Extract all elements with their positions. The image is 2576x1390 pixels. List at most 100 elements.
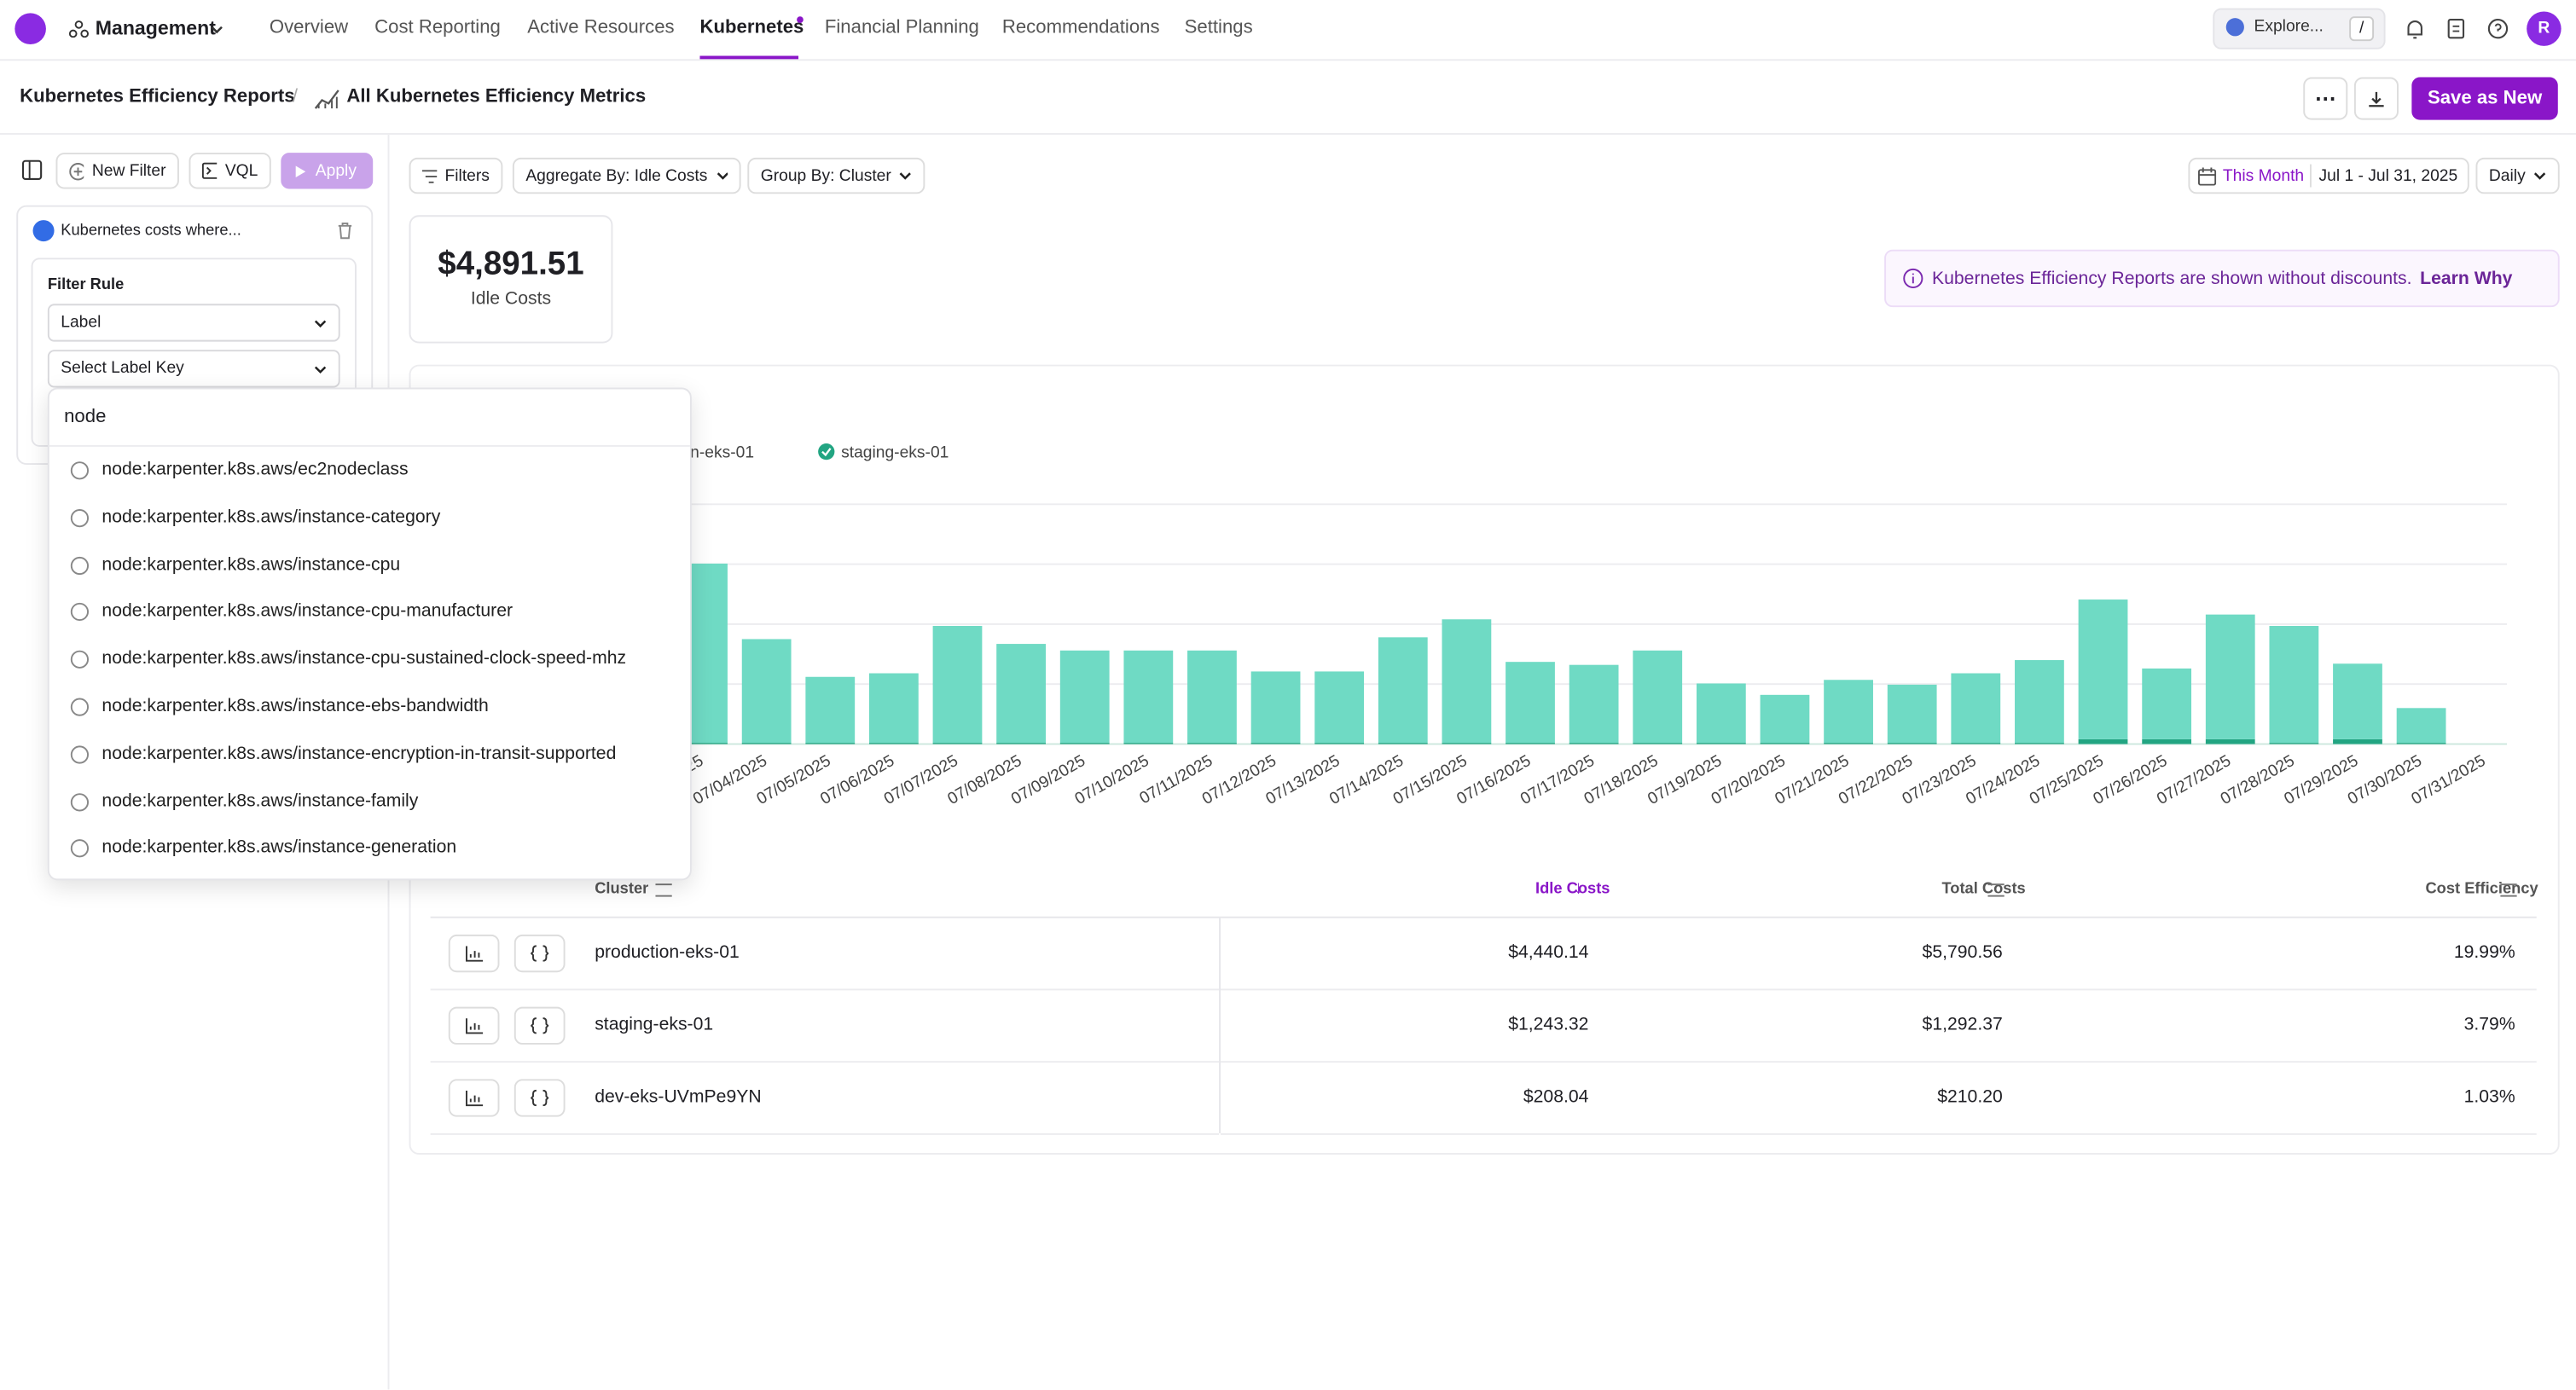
notice-text: Kubernetes Efficiency Reports are shown … <box>1931 268 2412 289</box>
option[interactable]: node:karpenter.k8s.aws/instance-cpu-manu… <box>102 601 513 622</box>
delete-icon[interactable] <box>337 222 353 240</box>
option-radio[interactable] <box>70 839 90 859</box>
column-divider <box>1219 918 1221 1133</box>
nav-tab[interactable]: Kubernetes <box>699 18 804 38</box>
granularity-select[interactable]: Daily <box>2475 157 2560 194</box>
bar <box>1951 673 2001 744</box>
bar <box>1760 743 1810 744</box>
bar <box>1696 743 1746 744</box>
bar <box>678 743 728 744</box>
bar <box>1887 684 1937 744</box>
nav-tab[interactable]: Active Resources <box>527 18 675 38</box>
json-button[interactable] <box>513 1079 566 1117</box>
nav-tab[interactable]: Financial Planning <box>824 18 979 38</box>
label-key-select[interactable]: Select Label Key <box>47 350 340 388</box>
bar <box>868 673 919 744</box>
json-button[interactable] <box>513 1006 566 1045</box>
bar <box>1059 743 1110 744</box>
date-range[interactable]: This Month Jul 1 - Jul 31, 2025 <box>2188 157 2469 194</box>
bar <box>1187 743 1237 744</box>
bar <box>741 639 792 744</box>
option[interactable]: node:karpenter.k8s.aws/instance-encrypti… <box>102 744 617 764</box>
bar <box>1569 664 1619 744</box>
docs-icon[interactable] <box>2446 18 2466 39</box>
active-tab-underline <box>699 55 799 60</box>
kubernetes-icon <box>32 220 55 242</box>
help-icon[interactable] <box>2487 18 2509 39</box>
option[interactable]: node:karpenter.k8s.aws/instance-category <box>102 507 441 527</box>
bar <box>805 676 856 744</box>
column-header[interactable]: Idle Costs <box>1535 880 1610 899</box>
option[interactable]: node:karpenter.k8s.aws/instance-cpu-sust… <box>102 649 627 669</box>
value: Label <box>61 313 102 333</box>
sort-arrow: ↓ <box>1574 878 1583 899</box>
option[interactable]: node:karpenter.k8s.aws/instance-generati… <box>102 838 457 859</box>
row-divider <box>1221 1132 2537 1135</box>
nav-tab[interactable]: Settings <box>1184 18 1253 38</box>
kpi-label: Idle Costs <box>470 288 552 310</box>
breadcrumb[interactable]: Kubernetes Efficiency Reports <box>20 87 295 107</box>
column-header[interactable]: Total Costs <box>1941 880 2026 899</box>
label: New Filter <box>91 161 166 180</box>
cell: $4,440.14 <box>1508 942 1589 963</box>
bar <box>2396 708 2446 744</box>
option[interactable]: node:karpenter.k8s.aws/instance-family <box>102 791 419 811</box>
nav-tab[interactable]: Cost Reporting <box>374 18 501 38</box>
bar <box>932 743 983 744</box>
chart-button[interactable] <box>448 1006 500 1045</box>
panel-toggle[interactable] <box>21 159 43 181</box>
option-radio[interactable] <box>70 792 90 811</box>
apply-button[interactable]: Apply <box>281 153 374 189</box>
row-divider <box>430 1061 1220 1063</box>
option[interactable]: node:karpenter.k8s.aws/instance-ebs-band… <box>102 696 489 716</box>
row-divider <box>430 988 1220 991</box>
option[interactable]: node:karpenter.k8s.aws/instance-cpu <box>102 554 401 575</box>
bar <box>2078 738 2128 744</box>
option-radio[interactable] <box>70 603 90 622</box>
bar <box>1378 743 1428 744</box>
rule-type-select[interactable]: Label <box>47 304 340 342</box>
legend-check-mark <box>821 448 832 457</box>
filters-button[interactable]: Filters <box>409 157 503 194</box>
option-radio[interactable] <box>70 651 90 669</box>
bar <box>1569 743 1619 744</box>
new-filter-button[interactable]: New Filter <box>55 153 179 189</box>
cell: $1,243.32 <box>1508 1015 1589 1035</box>
bar <box>741 743 792 744</box>
option[interactable]: node:karpenter.k8s.aws/ec2nodeclass <box>102 460 409 480</box>
logo[interactable] <box>15 13 46 45</box>
label: Apply <box>315 161 357 180</box>
option-radio[interactable] <box>70 556 90 575</box>
download-button[interactable] <box>2353 77 2399 120</box>
cell: $208.04 <box>1523 1087 1589 1108</box>
more-button[interactable]: ⋯ <box>2303 77 2348 120</box>
save-button[interactable]: Save as New <box>2411 77 2558 120</box>
chart-button[interactable] <box>448 1079 500 1117</box>
cell: 19.99% <box>2453 942 2515 963</box>
cluster-name: staging-eks-01 <box>595 1015 714 1035</box>
notice-link[interactable]: Learn Why <box>2420 268 2513 289</box>
chart-button[interactable] <box>448 934 500 973</box>
bell-icon[interactable] <box>2405 18 2425 39</box>
search-box[interactable] <box>49 389 690 447</box>
aggregate-select[interactable]: Aggregate By: Idle Costs <box>512 157 741 194</box>
bar <box>1824 680 1873 744</box>
group-select[interactable]: Group By: Cluster <box>747 157 925 194</box>
avatar[interactable]: R <box>2527 11 2561 46</box>
org-switcher[interactable]: Management <box>95 16 216 40</box>
bar <box>1059 650 1110 744</box>
search-input[interactable]: node <box>64 407 107 427</box>
option-radio[interactable] <box>70 508 90 527</box>
json-button[interactable] <box>513 934 566 973</box>
option-radio[interactable] <box>70 698 90 716</box>
nav-tab[interactable]: Recommendations <box>1001 18 1160 38</box>
nav-tab[interactable]: Overview <box>269 18 349 38</box>
column-header[interactable]: Cluster <box>595 880 649 899</box>
bar <box>1951 743 2001 744</box>
report-title: All Kubernetes Efficiency Metrics <box>346 87 647 107</box>
column-header[interactable]: Cost Efficiency <box>2425 880 2538 899</box>
bar <box>2015 660 2064 744</box>
option-radio[interactable] <box>70 745 90 764</box>
vql-button[interactable]: VQL <box>189 153 271 189</box>
option-radio[interactable] <box>70 461 90 480</box>
